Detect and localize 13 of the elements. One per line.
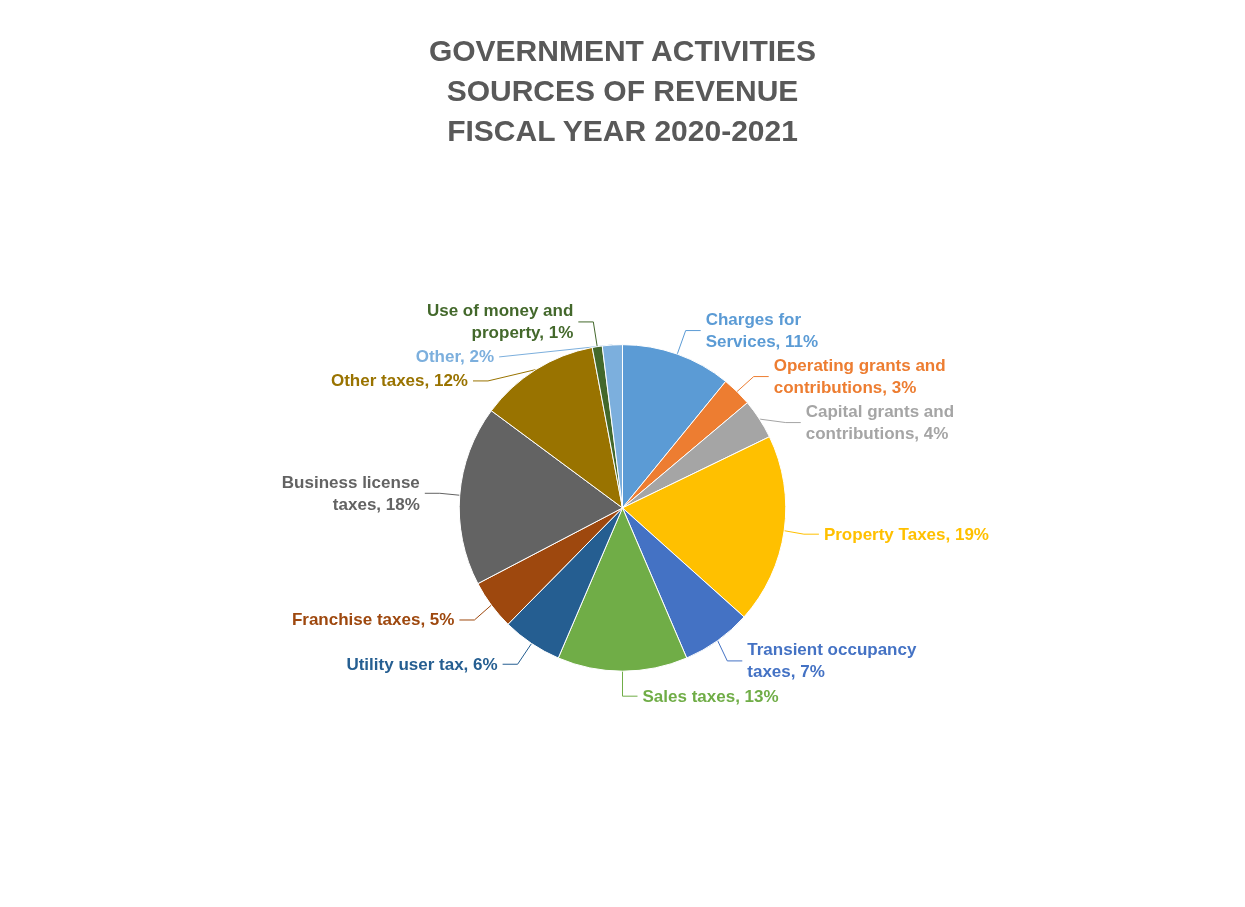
slice-label: Other taxes, 12% [330, 371, 468, 391]
slice-label: Business license taxes, 18% [281, 472, 420, 514]
slice-label: Operating grants and contributions, 3% [773, 356, 946, 398]
slice-label: Charges for Services, 11% [705, 310, 819, 352]
slice-label: Use of money and property, 1% [426, 301, 574, 343]
slice-label: Transient occupancy taxes, 7% [747, 640, 917, 682]
slice-label: Sales taxes, 13% [642, 686, 779, 706]
slice-label: Franchise taxes, 5% [291, 610, 455, 630]
slice-label: Other, 2% [415, 347, 495, 367]
slice-label: Utility user tax, 6% [346, 654, 498, 674]
slice-label: Capital grants and contributions, 4% [805, 402, 955, 444]
slice-label: Property Taxes, 19% [823, 524, 989, 544]
chart-title: GOVERNMENT ACTIVITIES SOURCES OF REVENUE FISCAL YEAR 2020-2021 [428, 33, 817, 147]
